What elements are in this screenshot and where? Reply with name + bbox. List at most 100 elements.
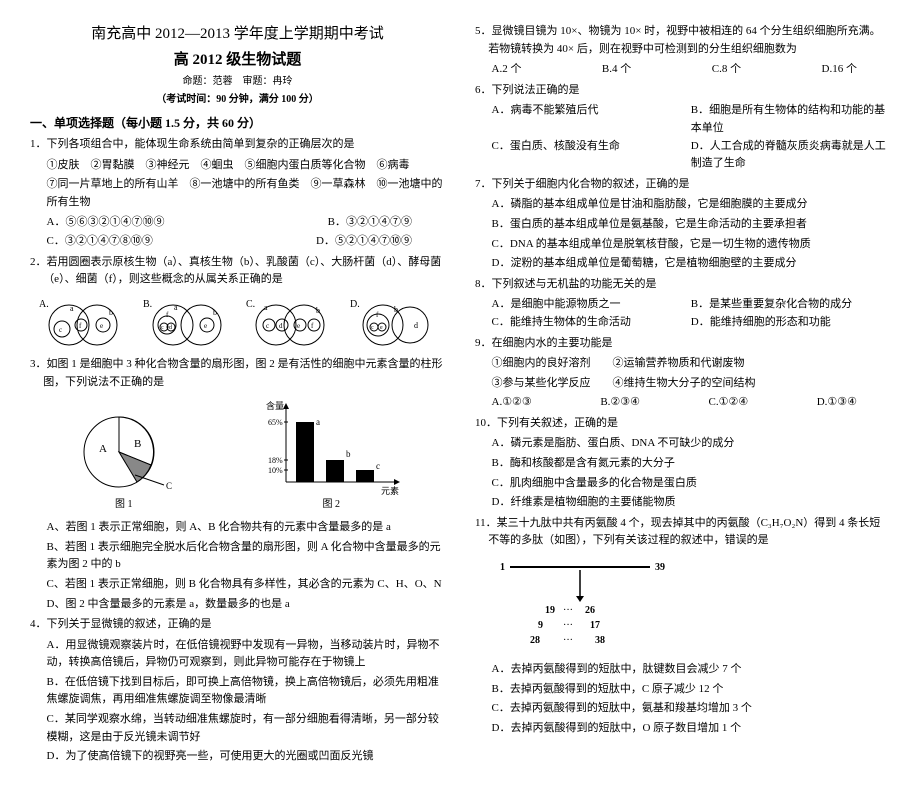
exam-info: （考试时间：90 分钟，满分 100 分）: [30, 92, 445, 108]
svg-text:18%: 18%: [268, 456, 283, 465]
svg-text:38: 38: [595, 635, 605, 646]
svg-text:c: c: [161, 325, 164, 331]
svg-text:b: b: [109, 308, 113, 317]
q11-c: C．去掉丙氨酸得到的短肽中，氨基和羧基均增加 3 个: [475, 700, 890, 718]
svg-text:d: d: [169, 325, 172, 331]
q11-diagram: 1 39 19 ··· 26 9 ··· 17 28 ··· 38: [475, 558, 890, 653]
svg-text:e: e: [204, 322, 207, 330]
svg-text:含量: 含量: [266, 400, 284, 411]
svg-text:b: b: [346, 449, 351, 459]
q11-a: A．去掉丙氨酸得到的短肽中，肽键数目会减少 7 个: [475, 661, 890, 679]
svg-text:元素: 元素: [381, 485, 399, 496]
svg-text:1: 1: [500, 562, 505, 573]
q7-b: B．蛋白质的基本组成单位是氨基酸，它是生命活动的主要承担者: [475, 216, 890, 234]
q9-b: B.②③④: [600, 394, 640, 412]
paper-title: 高 2012 级生物试题: [30, 48, 445, 72]
q1-stem: 1．下列各项组合中，能体现生命系统由简单到复杂的正确层次的是: [30, 136, 445, 154]
q1-line2: ⑦同一片草地上的所有山羊 ⑧一池塘中的所有鱼类 ⑨一草森林 ⑩一池塘中的所有生物: [30, 176, 445, 211]
q8-row1: A．是细胞中能源物质之一 B．是某些重要复杂化合物的成分: [475, 296, 890, 314]
q10-a: A．磷元素是脂肪、蛋白质、DNA 不可缺少的成分: [475, 435, 890, 453]
q5-d: D.16 个: [822, 61, 857, 79]
q7-c: C．DNA 的基本组成单位是脱氧核苷酸，它是一切生物的遗传物质: [475, 236, 890, 254]
svg-text:c: c: [59, 326, 62, 334]
q11-stem: 11．某三十九肽中共有丙氨酸 4 个，现去掉其中的丙氨酸（C₃H₇O₂N）得到 …: [475, 515, 890, 550]
svg-text:d: d: [279, 322, 283, 330]
q8-b: B．是某些重要复杂化合物的成分: [691, 296, 890, 314]
q7-a: A．磷脂的基本组成单位是甘油和脂肪酸，它是细胞膜的主要成分: [475, 196, 890, 214]
svg-text:D.: D.: [350, 299, 360, 310]
svg-text:a: a: [316, 417, 320, 427]
svg-text:d: d: [414, 321, 418, 330]
svg-text:c: c: [371, 325, 374, 331]
q11-b: B．去掉丙氨酸得到的短肽中，C 原子减少 12 个: [475, 681, 890, 699]
svg-text:f: f: [79, 322, 82, 330]
q6-row2: C．蛋白质、核酸没有生命 D．人工合成的脊髓灰质炎病毒就是人工制造了生命: [475, 138, 890, 173]
q9-c: C.①②④: [709, 394, 749, 412]
q3-c: C、若图 1 表示正常细胞，则 B 化合物具有多样性，其必含的元素为 C、H、O…: [30, 576, 445, 594]
q5-opts: A.2 个 B.4 个 C.8 个 D.16 个: [475, 61, 890, 79]
svg-text:9: 9: [538, 620, 543, 631]
svg-text:b: b: [213, 308, 217, 317]
q8-stem: 8．下列叙述与无机盐的功能无关的是: [475, 276, 890, 294]
q3-d: D、图 2 中含量最多的元素是 a，数量最多的也是 a: [30, 596, 445, 614]
svg-text:f: f: [166, 311, 169, 319]
q6-stem: 6．下列说法正确的是: [475, 82, 890, 100]
q2-venn-a: A. a c f e b: [37, 295, 127, 350]
svg-text:65%: 65%: [268, 418, 283, 427]
q9-d: D.①③④: [817, 394, 857, 412]
q5-stem: 5．显微镜目镜为 10×、物镜为 10× 时，视野中被相连的 64 个分生组织细…: [475, 23, 890, 58]
svg-text:e: e: [100, 322, 103, 330]
svg-text:A.: A.: [39, 299, 49, 310]
q8-row2: C．能维持生物体的生命活动 D．能维持细胞的形态和功能: [475, 314, 890, 332]
left-column: 南充高中 2012—2013 学年度上学期期中考试 高 2012 级生物试题 命…: [30, 20, 445, 768]
q3-figs: A B C 图 1 含量 元素 65% 18%: [30, 397, 445, 513]
svg-text:B.: B.: [143, 299, 152, 310]
q7-stem: 7．下列关于细胞内化合物的叙述，正确的是: [475, 176, 890, 194]
q3-bar: 含量 元素 65% 18% 10% a b c 图 2: [256, 397, 406, 513]
svg-text:17: 17: [590, 620, 600, 631]
q6-a: A．病毒不能繁殖后代: [492, 102, 691, 137]
svg-text:28: 28: [530, 635, 540, 646]
svg-text:f: f: [311, 322, 314, 330]
q11-d: D．去掉丙氨酸得到的短肽中，O 原子数目增加 1 个: [475, 720, 890, 738]
svg-text:a: a: [174, 303, 178, 312]
q1-row1: A．⑤⑥③②①④⑦⑩⑨ B．③②①④⑦⑨: [30, 214, 445, 232]
q9-l2: ③参与某些化学反应 ④维持生物大分子的空间结构: [475, 375, 890, 393]
svg-text:a: a: [264, 303, 268, 312]
svg-text:26: 26: [585, 605, 595, 616]
q2-venn-c: C. c d e f a b: [244, 295, 334, 350]
q2-venn-d: D. c e f b d: [348, 295, 438, 350]
q4-stem: 4．下列关于显微镜的叙述，正确的是: [30, 616, 445, 634]
q9-l1: ①细胞内的良好溶剂 ②运输营养物质和代谢废物: [475, 355, 890, 373]
q5-a: A.2 个: [492, 61, 522, 79]
bar-caption: 图 2: [256, 497, 406, 513]
right-column: 5．显微镜目镜为 10×、物镜为 10× 时，视野中被相连的 64 个分生组织细…: [475, 20, 890, 768]
q6-b: B．细胞是所有生物体的结构和功能的基本单位: [691, 102, 890, 137]
q9-stem: 9．在细胞内水的主要功能是: [475, 335, 890, 353]
svg-text:A: A: [99, 443, 107, 455]
q1-line1: ①皮肤 ②胃黏膜 ③神经元 ④蛔虫 ⑤细胞内蛋白质等化合物 ⑥病毒: [30, 157, 445, 175]
q2-stem: 2．若用圆圈表示原核生物（a）、真核生物（b）、乳酸菌（c）、大肠杆菌（d）、酵…: [30, 254, 445, 289]
svg-text:e: e: [297, 322, 300, 330]
q8-d: D．能维持细胞的形态和功能: [691, 314, 890, 332]
q2-venns: A. a c f e b B.: [30, 295, 445, 350]
q5-c: C.8 个: [712, 61, 741, 79]
svg-text:B: B: [134, 438, 141, 450]
q1-row2: C．③②①④⑦⑧⑩⑨ D．⑤②①④⑦⑩⑨: [30, 233, 445, 251]
q7-d: D．淀粉的基本组成单位是葡萄糖，它是植物细胞壁的主要成分: [475, 255, 890, 273]
q3-stem: 3．如图 1 是细胞中 3 种化合物含量的扇形图，图 2 是有活性的细胞中元素含…: [30, 356, 445, 391]
q6-c: C．蛋白质、核酸没有生命: [492, 138, 691, 173]
svg-text:b: b: [394, 305, 398, 314]
q6-row1: A．病毒不能繁殖后代 B．细胞是所有生物体的结构和功能的基本单位: [475, 102, 890, 137]
svg-text:···: ···: [563, 635, 573, 646]
q9-opts: A.①②③ B.②③④ C.①②④ D.①③④: [475, 394, 890, 412]
q2-venn-b: B. a c d f e b: [141, 295, 231, 350]
q6-d: D．人工合成的脊髓灰质炎病毒就是人工制造了生命: [691, 138, 890, 173]
q3-b: B、若图 1 表示细胞完全脱水后化合物含量的扇形图，则 A 化合物中含量最多的元…: [30, 539, 445, 574]
svg-text:39: 39: [655, 562, 665, 573]
school-year: 南充高中 2012—2013 学年度上学期期中考试: [30, 22, 445, 46]
pie-caption: 图 1: [69, 497, 179, 513]
svg-text:···: ···: [563, 620, 573, 631]
q5-b: B.4 个: [602, 61, 631, 79]
svg-text:C: C: [166, 481, 172, 491]
